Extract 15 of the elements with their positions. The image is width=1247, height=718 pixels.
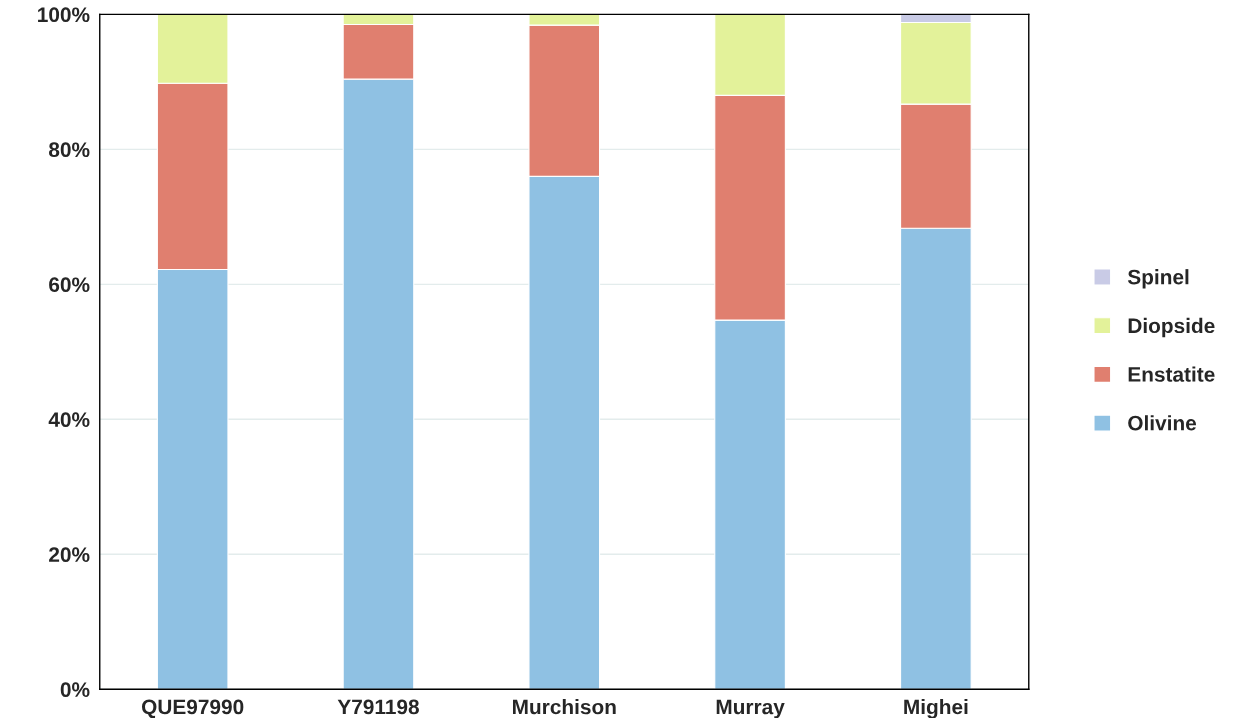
x-tick-label: Murchison — [513, 699, 616, 715]
y-tick-label: 60% — [49, 277, 90, 293]
x-tick-label: Y791198 — [337, 699, 419, 715]
y-tick-label: 80% — [49, 142, 90, 158]
y-tick-label: 20% — [49, 547, 90, 563]
y-tick-label: 0% — [60, 682, 90, 698]
x-tick-label: QUE97990 — [141, 699, 244, 718]
y-tick-label: 100% — [38, 7, 90, 23]
x-tick-label: Mighei — [904, 699, 968, 718]
legend-label: Enstatite — [1128, 366, 1215, 382]
y-tick-label: 40% — [48, 412, 90, 428]
legend-label: Spinel — [1127, 269, 1189, 289]
legend-label: Diopside — [1128, 317, 1215, 338]
x-tick-label: Murray — [716, 699, 785, 718]
legend-label: Olivine — [1128, 415, 1197, 431]
